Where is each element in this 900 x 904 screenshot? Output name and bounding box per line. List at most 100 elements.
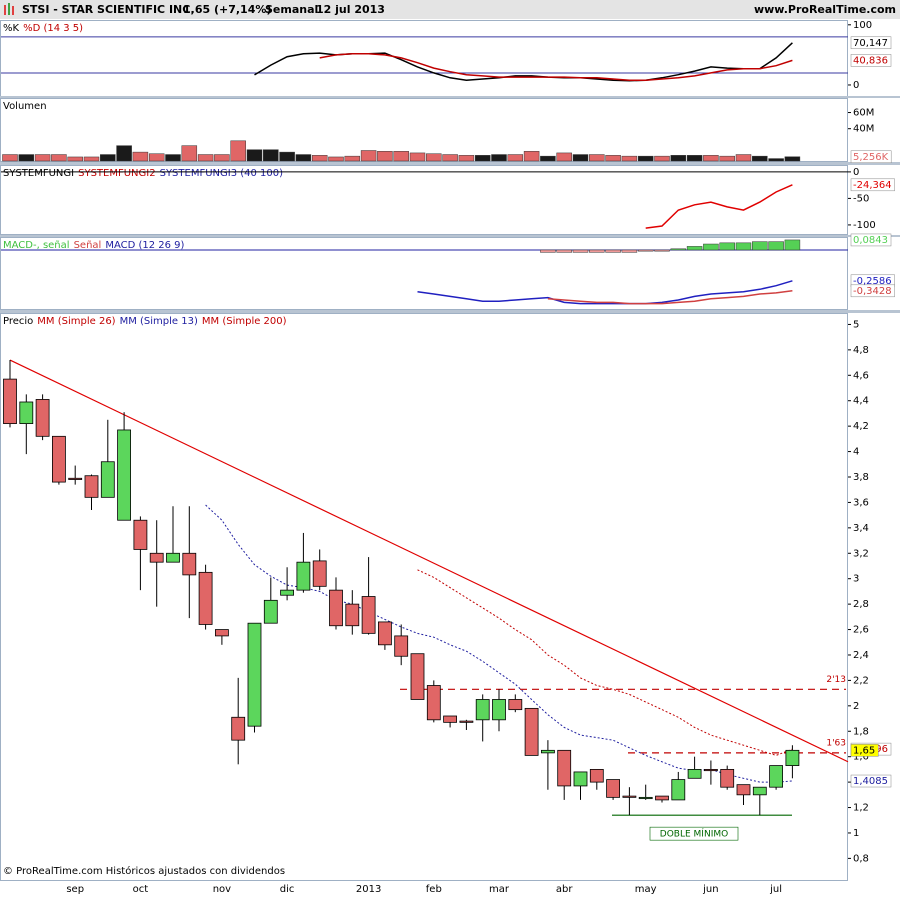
candle-body bbox=[345, 603, 360, 627]
panel-frames bbox=[0, 20, 848, 881]
candle-body bbox=[329, 589, 343, 627]
bar bbox=[165, 154, 181, 162]
bar bbox=[768, 241, 784, 251]
bar bbox=[34, 154, 51, 162]
x-tick-label: may bbox=[635, 884, 657, 895]
bar bbox=[654, 249, 670, 252]
y-tick-label: 3,4 bbox=[853, 523, 869, 534]
bar bbox=[703, 155, 719, 162]
value-label: -24,364 bbox=[853, 180, 892, 191]
bar bbox=[719, 155, 735, 162]
x-tick-label: sep bbox=[66, 884, 84, 895]
x-tick-label: nov bbox=[213, 884, 231, 895]
bar bbox=[409, 152, 426, 162]
panel-title: SYSTEMFUNGI SYSTEMFUNGI2 SYSTEMFUNGI3 (40 … bbox=[3, 168, 283, 179]
site: www.ProRealTime.com bbox=[754, 3, 896, 16]
candle-body bbox=[459, 720, 474, 723]
value-label: 5,256K bbox=[853, 152, 889, 163]
bar bbox=[116, 145, 132, 162]
candle-body bbox=[3, 378, 17, 425]
bar bbox=[670, 248, 687, 251]
bar bbox=[752, 241, 768, 251]
bar bbox=[637, 155, 654, 162]
y-tick-label: 100 bbox=[853, 20, 872, 31]
series-line bbox=[645, 184, 793, 229]
candle-body bbox=[769, 765, 783, 788]
bar bbox=[703, 243, 719, 251]
candle-body bbox=[410, 653, 425, 700]
y-tick-label: 2,6 bbox=[853, 625, 869, 636]
candle-body bbox=[638, 796, 653, 800]
candle-body bbox=[198, 571, 213, 625]
support-label-box bbox=[649, 826, 739, 841]
bar bbox=[51, 154, 67, 162]
bar bbox=[214, 154, 230, 162]
series-line bbox=[319, 52, 793, 81]
candle-body bbox=[622, 795, 637, 798]
title-part: Señal bbox=[74, 240, 102, 251]
bar bbox=[735, 154, 752, 162]
y-tick-label: 4,6 bbox=[853, 370, 869, 381]
bar bbox=[197, 154, 214, 162]
bar bbox=[523, 151, 540, 162]
candle-body bbox=[263, 599, 278, 624]
title-part: %D (14 3 5) bbox=[23, 23, 83, 34]
candle-body bbox=[736, 784, 751, 796]
candle-body bbox=[720, 768, 735, 788]
x-tick-label: jul bbox=[769, 884, 782, 895]
candle-body bbox=[508, 699, 523, 711]
bar bbox=[605, 155, 621, 162]
y-tick-label: 2,4 bbox=[853, 650, 869, 661]
candle-body bbox=[214, 629, 229, 637]
candle-body bbox=[443, 715, 458, 723]
y-tick-label: 60M bbox=[853, 108, 874, 119]
title-part: %K bbox=[3, 23, 20, 34]
value-box bbox=[850, 233, 892, 247]
value-label: 70,147 bbox=[853, 38, 888, 49]
bar bbox=[540, 249, 556, 253]
candle-body bbox=[475, 699, 490, 721]
bar bbox=[377, 151, 393, 162]
title-part: MACD (12 26 9) bbox=[105, 240, 184, 251]
bar bbox=[556, 152, 572, 162]
candle-body bbox=[149, 552, 164, 563]
bar bbox=[572, 154, 589, 162]
bar bbox=[670, 155, 687, 162]
x-tick-label: abr bbox=[556, 884, 573, 895]
value-label: 1,4085 bbox=[853, 776, 888, 787]
date: 12 jul 2013 bbox=[316, 3, 385, 16]
candle-body bbox=[166, 552, 180, 563]
candle-body bbox=[117, 429, 131, 521]
bar bbox=[686, 246, 703, 251]
candle-body bbox=[394, 635, 409, 657]
bar bbox=[148, 153, 165, 162]
candle-body bbox=[687, 768, 702, 779]
bar bbox=[637, 249, 654, 252]
level-label: 2'13 bbox=[826, 675, 846, 685]
bar bbox=[605, 249, 621, 253]
candle-body bbox=[426, 685, 441, 721]
bar bbox=[2, 154, 18, 162]
bar bbox=[784, 239, 801, 251]
candle-body bbox=[19, 401, 34, 425]
title-part: SYSTEMFUNGI3 (40 100) bbox=[160, 168, 284, 179]
candle-body bbox=[361, 596, 376, 634]
bar bbox=[344, 155, 361, 162]
y-tick-label: 2,2 bbox=[853, 675, 869, 686]
bar bbox=[686, 155, 703, 162]
symbol: STSI - STAR SCIENTIFIC INC. bbox=[22, 3, 195, 16]
y-tick-label: 0 bbox=[853, 80, 859, 91]
panel-title: Volumen bbox=[3, 101, 47, 112]
bar bbox=[784, 156, 801, 162]
panel-separators bbox=[0, 96, 900, 313]
value-box bbox=[850, 284, 895, 298]
y-tick-label: 4 bbox=[853, 447, 859, 458]
bar bbox=[540, 155, 556, 162]
value-label: -0,2586 bbox=[853, 276, 892, 287]
title-part: Precio bbox=[3, 316, 33, 327]
value-label: 1,65 bbox=[853, 745, 875, 756]
candle-body bbox=[671, 779, 686, 801]
bar bbox=[768, 158, 784, 162]
candle-body bbox=[541, 749, 555, 754]
